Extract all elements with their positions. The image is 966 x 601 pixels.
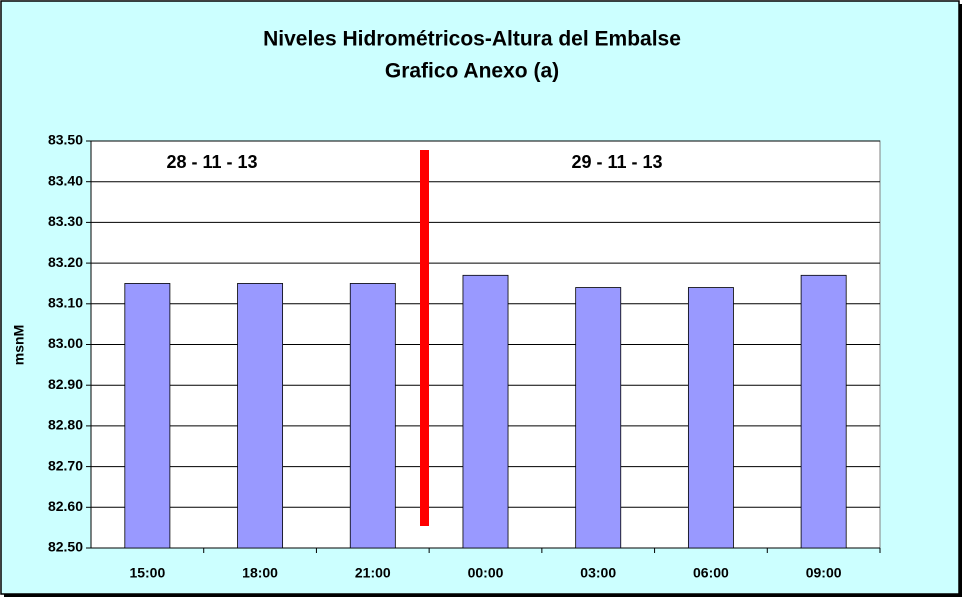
chart-title: Niveles Hidrométricos-Altura del Embalse [263,28,681,51]
chart-subtitle: Grafico Anexo (a) [385,60,559,83]
y-tick-label: 83.00 [48,335,83,351]
annotation: 28 - 11 - 13 [166,152,257,172]
y-axis-label: msnM [11,325,27,365]
y-tick-label: 82.80 [48,417,83,433]
bar [687,287,734,549]
bar [124,283,171,549]
y-tick-label: 83.30 [48,213,83,229]
y-tick-label: 82.60 [48,498,83,514]
bar [462,274,509,549]
x-tick-label: 18:00 [242,565,278,581]
y-tick-label: 83.20 [48,254,83,270]
x-tick-label: 09:00 [806,565,842,581]
bar [800,274,847,549]
x-tick-label: 15:00 [129,565,165,581]
bar [575,287,622,549]
annotation: 29 - 11 - 13 [571,152,662,172]
x-tick-label: 03:00 [580,565,616,581]
x-tick-label: 06:00 [693,565,729,581]
x-tick-label: 00:00 [468,565,504,581]
y-tick-label: 82.90 [48,376,83,392]
y-tick-label: 83.40 [48,172,83,188]
y-tick-label: 82.50 [48,539,83,555]
bar [349,283,396,549]
bar [237,283,284,549]
y-tick-label: 83.10 [48,295,83,311]
y-tick-label: 83.50 [48,132,83,148]
x-tick-label: 21:00 [355,565,391,581]
day-divider [420,150,429,526]
y-tick-label: 82.70 [48,457,83,473]
